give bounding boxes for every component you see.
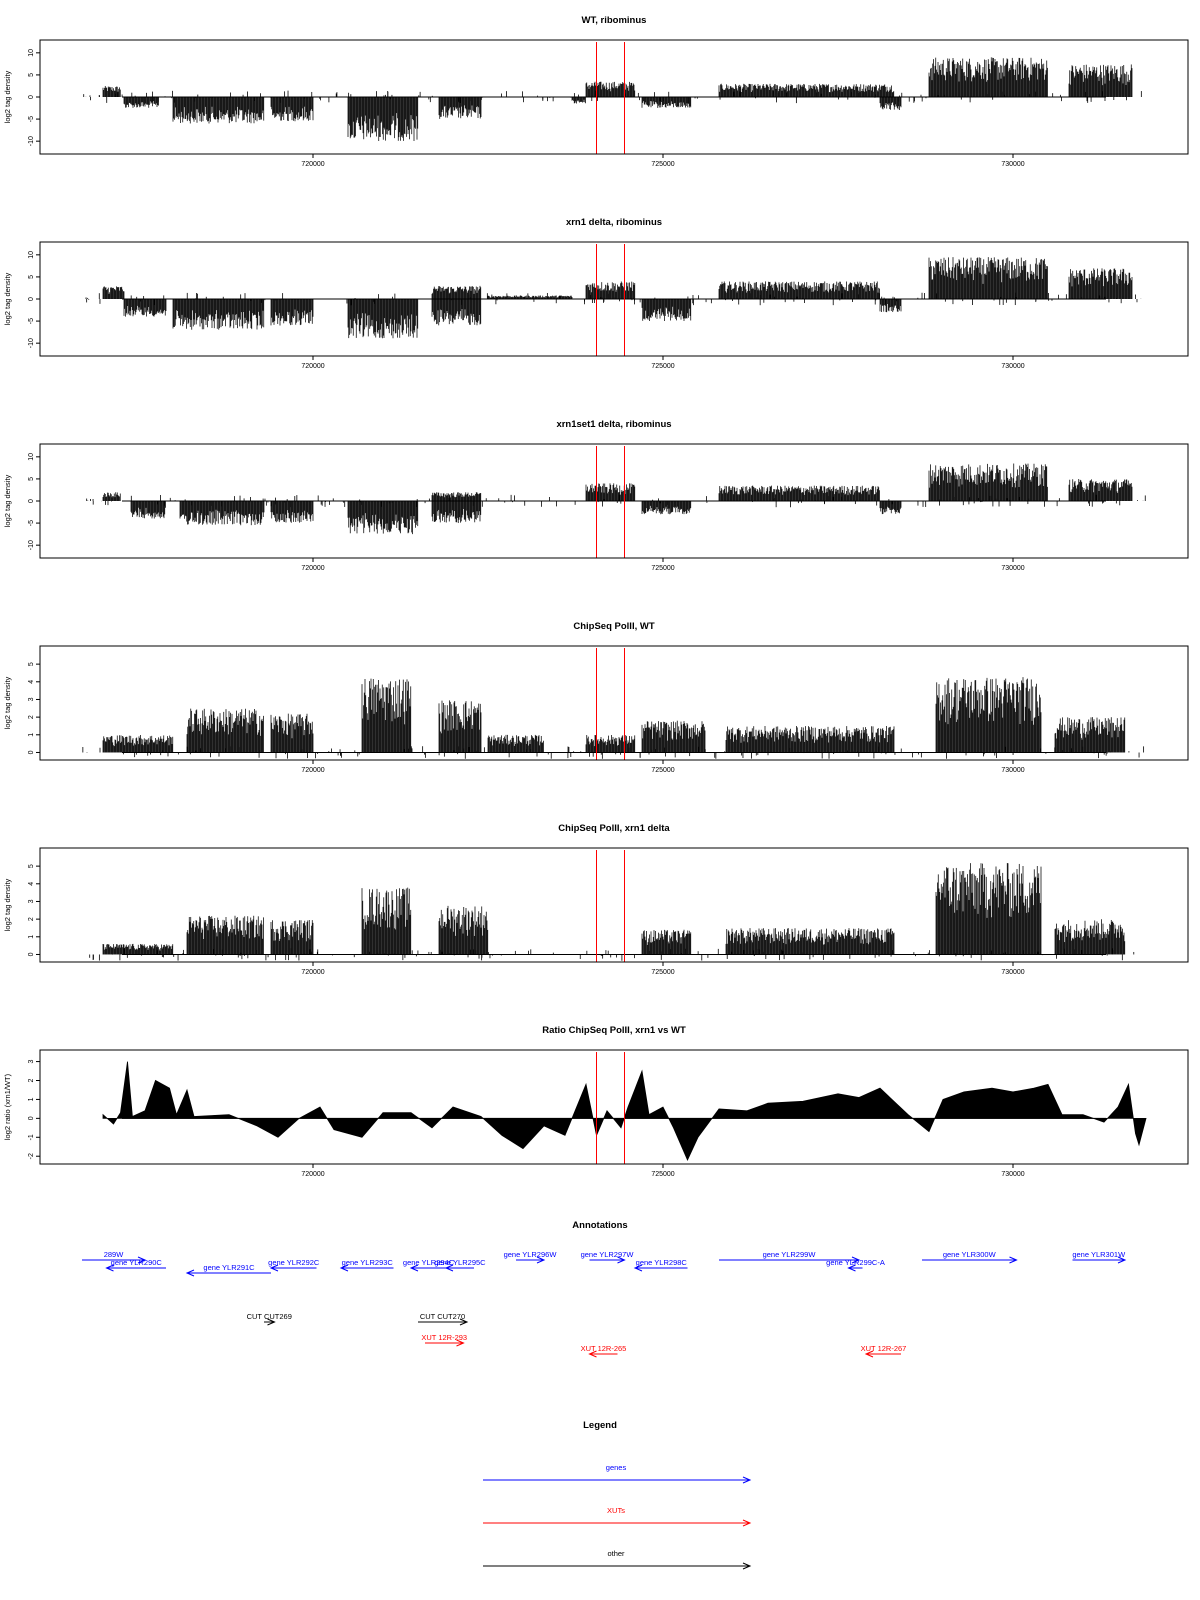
signal-block-10	[935, 677, 1042, 753]
x-tick-label: 730000	[1001, 363, 1024, 370]
signal-block-11	[879, 501, 902, 515]
signal-block-11	[1054, 717, 1126, 753]
signal-block-1	[102, 492, 121, 501]
signal-block-4	[270, 299, 314, 326]
signal-block-6	[431, 501, 482, 524]
signal-block-2	[123, 97, 159, 108]
data-series	[82, 677, 1145, 759]
data-series	[82, 463, 1146, 535]
chart-panel-1: WT, ribominus log2 tag density -10 -5 0 5 10 72…	[3, 15, 1189, 168]
x-tick-label: 720000	[301, 363, 324, 370]
y-tick-label: 5	[28, 73, 35, 77]
panel-title: xrn1 delta, ribominus	[566, 217, 662, 228]
signal-block-7	[571, 97, 586, 104]
signal-block-8	[641, 720, 706, 753]
signal-block-9	[641, 97, 692, 108]
y-tick-label: 0	[28, 95, 35, 99]
y-tick-label: 5	[28, 477, 35, 481]
signal-block-10	[718, 485, 880, 501]
signal-block-7	[431, 285, 482, 299]
signal-block-14	[1068, 268, 1133, 299]
signal-block-2	[186, 708, 264, 753]
signal-block-3	[179, 501, 265, 526]
signal-block-6	[487, 734, 544, 753]
signal-block-8	[585, 483, 636, 501]
signal-block-11	[879, 97, 902, 110]
x-tick-label: 725000	[651, 565, 674, 572]
signal-block-13	[928, 257, 1048, 299]
signal-block-10	[641, 299, 692, 322]
x-tick-label: 720000	[301, 565, 324, 572]
chart-panel-3: xrn1set1 delta, ribominus log2 tag densit…	[3, 419, 1189, 572]
y-axis-label: log2 tag density	[3, 474, 12, 527]
y-tick-label: -10	[28, 338, 35, 348]
signal-block-8	[585, 81, 636, 97]
x-tick-label: 720000	[301, 161, 324, 168]
y-tick-label: -5	[28, 318, 35, 324]
signal-block-5	[347, 501, 419, 535]
data-series	[83, 57, 1142, 142]
x-tick-label: 725000	[651, 161, 674, 168]
data-series	[85, 257, 1142, 339]
x-tick-label: 725000	[651, 363, 674, 370]
signal-block-11	[718, 281, 880, 299]
signal-block-3	[270, 713, 314, 753]
y-tick-label: -10	[28, 540, 35, 550]
y-tick-label: 0	[28, 499, 35, 503]
signal-block-8	[487, 295, 573, 299]
signal-block-7	[431, 492, 482, 501]
signal-block-1	[102, 286, 125, 299]
y-tick-label: -5	[28, 520, 35, 526]
track-panels: WT, ribominus log2 tag density -10 -5 0 5 10 72…	[3, 15, 1189, 1178]
signal-block-12	[879, 299, 902, 313]
signal-block-9	[585, 281, 636, 299]
signal-block-10	[718, 83, 895, 97]
signal-block-5	[347, 299, 419, 339]
signal-block-1	[102, 735, 174, 753]
y-tick-label: 5	[28, 275, 35, 279]
signal-block-4	[270, 97, 314, 122]
y-axis-label: log2 tag density	[3, 70, 12, 123]
signal-block-13	[1068, 479, 1133, 501]
y-tick-label: 10	[28, 251, 35, 259]
y-axis-label: log2 tag density	[3, 676, 12, 729]
y-tick-label: -10	[28, 136, 35, 146]
chart-panel-2: xrn1 delta, ribominus log2 tag density -10…	[3, 217, 1189, 370]
x-tick-label: 730000	[1001, 565, 1024, 572]
y-tick-label: 10	[28, 49, 35, 57]
y-axis-label: log2 tag density	[3, 272, 12, 325]
y-tick-label: 0	[28, 297, 35, 301]
panel-title: ChipSeq PolII, WT	[573, 621, 654, 632]
signal-block-4	[361, 678, 412, 753]
signal-block-2	[130, 501, 166, 519]
signal-block-13	[1068, 64, 1133, 97]
signal-block-4	[270, 501, 314, 523]
signal-block-12	[928, 463, 1048, 501]
signal-block-5	[438, 700, 482, 753]
signal-block-7	[585, 734, 636, 753]
panel-title: WT, ribominus	[582, 15, 647, 26]
signal-block-9	[725, 725, 895, 753]
panel-title: xrn1set1 delta, ribominus	[556, 419, 671, 430]
signal-block-6	[431, 299, 482, 326]
x-tick-label: 730000	[1001, 161, 1024, 168]
signal-block-12	[928, 57, 1048, 97]
signal-block-6	[438, 97, 482, 119]
signal-block-2	[123, 299, 167, 317]
signal-block-3	[172, 299, 265, 330]
y-tick-label: -5	[28, 116, 35, 122]
signal-block-9	[641, 501, 692, 515]
signal-block-5	[347, 97, 419, 142]
signal-block-3	[172, 97, 265, 124]
y-tick-label: 10	[28, 453, 35, 461]
